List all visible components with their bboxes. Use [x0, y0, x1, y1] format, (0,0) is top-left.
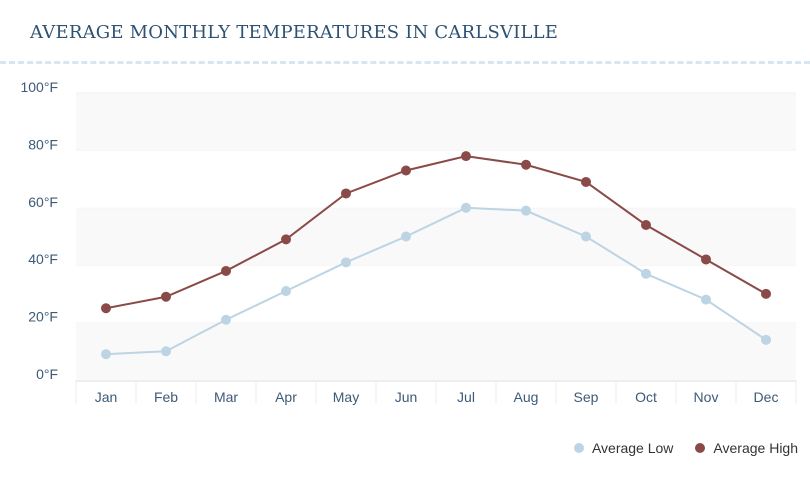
legend-swatch — [695, 443, 706, 453]
legend-item-high[interactable]: Average High — [695, 440, 798, 456]
data-point — [281, 286, 291, 297]
data-point — [341, 188, 351, 199]
legend-item-low[interactable]: Average Low — [573, 440, 674, 456]
data-point — [401, 165, 411, 176]
data-point — [581, 176, 591, 187]
grid-band — [76, 207, 796, 266]
x-tick-label: Jan — [95, 389, 118, 405]
x-tick-label: Nov — [694, 389, 719, 405]
data-point — [161, 346, 171, 357]
x-tick-label: Oct — [635, 389, 657, 405]
x-tick-label: Sep — [574, 389, 599, 405]
legend-label: Average High — [713, 440, 798, 456]
data-point — [761, 334, 771, 345]
data-point — [701, 294, 711, 305]
legend-label: Average Low — [591, 440, 674, 456]
data-point — [761, 288, 771, 299]
y-tick-label: 0°F — [36, 366, 58, 382]
x-tick-label: May — [333, 389, 359, 405]
x-tick-label: Mar — [214, 389, 238, 405]
data-point — [461, 202, 471, 213]
x-tick-label: Jul — [457, 389, 475, 405]
grid-band — [76, 322, 796, 380]
legend-swatch — [573, 443, 584, 453]
y-tick-label: 80°F — [28, 136, 58, 152]
data-point — [701, 254, 711, 265]
grid-band — [76, 93, 796, 151]
y-tick-label: 40°F — [28, 251, 58, 267]
grid-band — [76, 265, 796, 323]
series-line-low — [105, 206, 767, 356]
y-tick-label: 60°F — [28, 194, 58, 210]
x-tick-label: Feb — [154, 389, 178, 405]
data-point — [281, 234, 291, 245]
x-tick-label: Apr — [275, 389, 297, 405]
title-divider — [0, 61, 810, 64]
data-point — [461, 151, 471, 162]
data-point — [101, 349, 111, 360]
x-tick-label: Jun — [395, 389, 418, 405]
grid-band — [76, 150, 796, 208]
data-point — [221, 265, 231, 276]
data-point — [641, 268, 651, 279]
chart-title: AVERAGE MONTHLY TEMPERATURES IN CARLSVIL… — [30, 22, 559, 43]
legend: Average Low Average High — [573, 440, 798, 456]
data-point — [521, 205, 531, 216]
series-line-high — [105, 155, 767, 310]
data-point — [521, 159, 531, 170]
x-tick-label: Dec — [754, 389, 779, 405]
data-point — [101, 303, 111, 314]
x-tick-label: Aug — [514, 389, 539, 405]
data-point — [401, 231, 411, 242]
y-tick-label: 20°F — [28, 309, 58, 325]
data-point — [641, 220, 651, 231]
data-point — [161, 291, 171, 302]
data-point — [581, 231, 591, 242]
y-tick-label: 100°F — [20, 79, 58, 95]
data-point — [221, 314, 231, 325]
data-point — [341, 257, 351, 268]
